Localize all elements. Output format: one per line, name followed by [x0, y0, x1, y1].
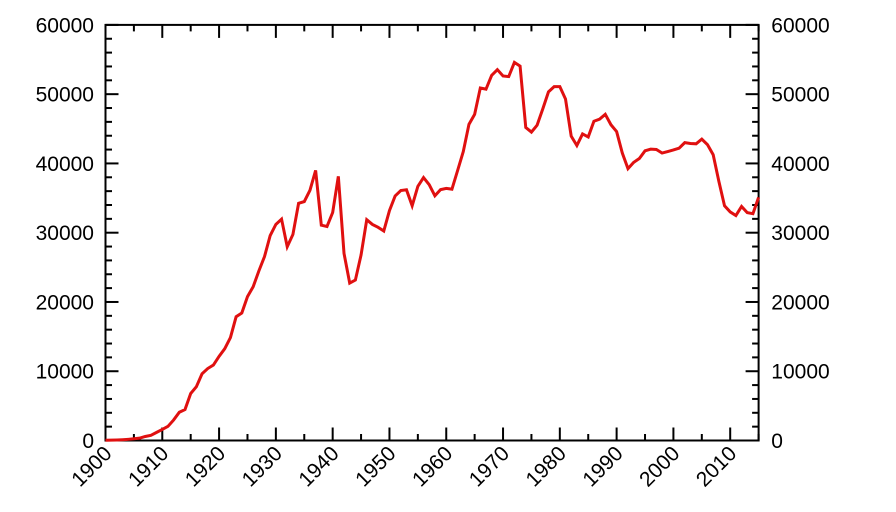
- svg-text:40000: 40000: [771, 153, 829, 176]
- svg-text:50000: 50000: [36, 84, 94, 107]
- svg-text:30000: 30000: [771, 222, 829, 245]
- svg-text:20000: 20000: [771, 291, 829, 314]
- svg-text:60000: 60000: [771, 14, 829, 37]
- svg-text:50000: 50000: [771, 84, 829, 107]
- svg-text:0: 0: [771, 430, 783, 453]
- svg-text:0: 0: [82, 430, 94, 453]
- svg-text:40000: 40000: [36, 153, 94, 176]
- svg-text:10000: 10000: [36, 361, 94, 384]
- svg-text:20000: 20000: [36, 291, 94, 314]
- svg-text:30000: 30000: [36, 222, 94, 245]
- svg-text:10000: 10000: [771, 361, 829, 384]
- svg-text:60000: 60000: [36, 14, 94, 37]
